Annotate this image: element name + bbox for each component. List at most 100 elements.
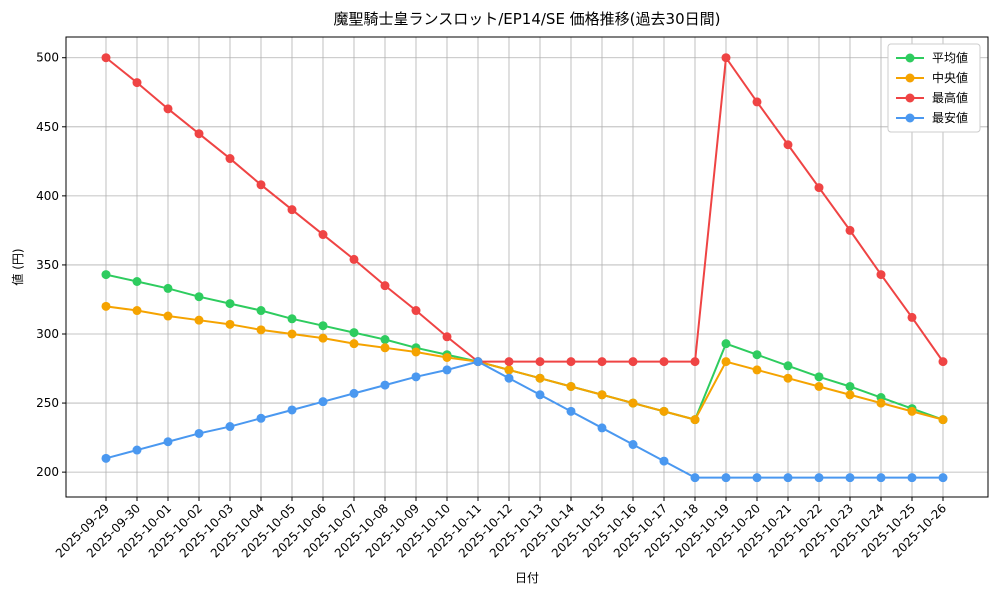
- chart-title: 魔聖騎士皇ランスロット/EP14/SE 価格推移(過去30日間): [334, 10, 721, 28]
- x-axis-label: 日付: [515, 571, 539, 585]
- point: [349, 388, 359, 398]
- series-line: [105, 54, 944, 363]
- point: [349, 254, 359, 264]
- point: [411, 306, 421, 316]
- legend-label: 中央値: [932, 70, 968, 85]
- point: [473, 357, 483, 367]
- point: [287, 405, 297, 415]
- point: [442, 365, 452, 375]
- point: [256, 306, 266, 316]
- point: [442, 332, 452, 342]
- point: [783, 473, 793, 483]
- point: [380, 343, 390, 353]
- point: [721, 339, 731, 349]
- point: [597, 423, 607, 433]
- point: [163, 104, 173, 114]
- point: [411, 347, 421, 357]
- point: [628, 440, 638, 450]
- legend-box: [887, 43, 981, 133]
- point: [256, 413, 266, 423]
- point: [659, 406, 669, 416]
- y-tick-label: 200: [36, 465, 59, 479]
- legend-label: 最安値: [932, 110, 968, 125]
- point: [907, 312, 917, 322]
- point: [380, 335, 390, 345]
- point: [876, 473, 886, 483]
- legend-marker: [905, 73, 915, 83]
- plot-frame: [65, 36, 989, 498]
- point: [349, 328, 359, 338]
- point: [256, 180, 266, 190]
- point: [194, 129, 204, 139]
- point: [318, 230, 328, 240]
- point: [411, 372, 421, 382]
- point: [938, 473, 948, 483]
- series-line: [105, 305, 944, 421]
- y-tick-label: 500: [36, 51, 59, 65]
- point: [814, 183, 824, 193]
- point: [132, 445, 142, 455]
- point: [535, 390, 545, 400]
- series-line: [105, 360, 943, 479]
- point: [101, 453, 111, 463]
- point: [783, 140, 793, 150]
- point: [845, 381, 855, 391]
- point: [101, 301, 111, 311]
- point: [318, 321, 328, 331]
- point: [535, 373, 545, 383]
- point: [566, 357, 576, 367]
- y-tick-label: 300: [36, 327, 59, 341]
- point: [504, 365, 514, 375]
- point: [690, 357, 700, 367]
- point: [597, 390, 607, 400]
- point: [225, 299, 235, 309]
- point: [132, 78, 142, 88]
- point: [225, 154, 235, 164]
- legend-label: 最高値: [932, 90, 968, 105]
- point: [194, 315, 204, 325]
- y-tick-label: 400: [36, 189, 59, 203]
- point: [659, 357, 669, 367]
- point: [876, 270, 886, 280]
- point: [287, 314, 297, 324]
- point: [504, 373, 514, 383]
- point: [752, 365, 762, 375]
- point: [442, 352, 452, 362]
- point: [132, 277, 142, 287]
- point: [504, 357, 514, 367]
- point: [163, 437, 173, 447]
- point: [814, 381, 824, 391]
- point: [628, 357, 638, 367]
- point: [659, 456, 669, 466]
- point: [163, 283, 173, 293]
- point: [597, 357, 607, 367]
- point: [163, 311, 173, 321]
- point: [194, 292, 204, 302]
- point: [132, 306, 142, 316]
- point: [225, 319, 235, 329]
- point: [256, 325, 266, 335]
- point: [628, 398, 638, 408]
- point: [318, 333, 328, 343]
- point: [783, 373, 793, 383]
- legend-marker: [905, 113, 915, 123]
- y-tick-label: 250: [36, 396, 59, 410]
- point: [101, 270, 111, 280]
- point: [318, 397, 328, 407]
- point: [287, 329, 297, 339]
- point: [101, 53, 111, 63]
- legend-marker: [905, 93, 915, 103]
- point: [752, 350, 762, 360]
- point: [566, 381, 576, 391]
- point: [876, 398, 886, 408]
- point: [814, 473, 824, 483]
- point: [380, 281, 390, 291]
- point: [721, 357, 731, 367]
- point: [938, 415, 948, 425]
- point: [907, 406, 917, 416]
- point: [690, 415, 700, 425]
- point: [721, 473, 731, 483]
- point: [287, 205, 297, 215]
- point: [690, 473, 700, 483]
